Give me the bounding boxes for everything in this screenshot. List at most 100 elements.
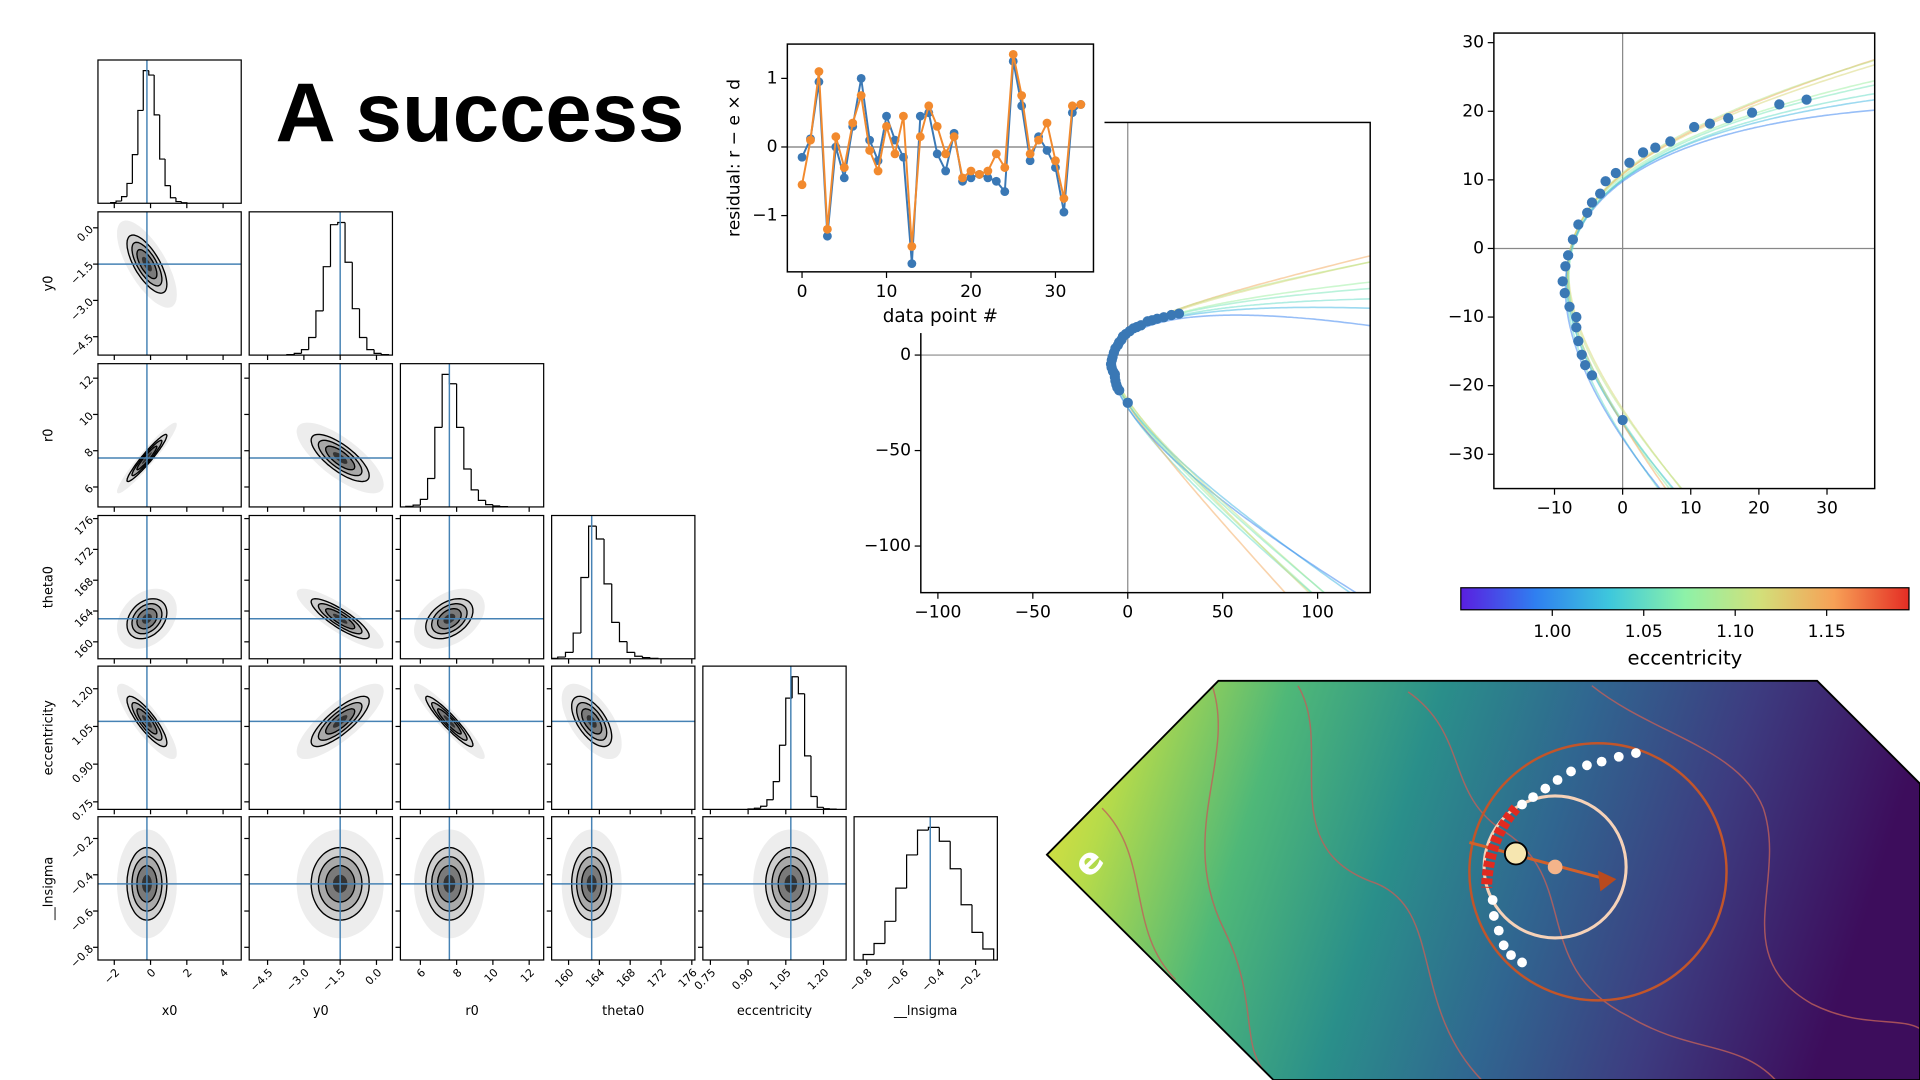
histogram-bin	[329, 224, 338, 267]
y-tick-label: −100	[864, 536, 911, 556]
x-tick-label: 0	[1617, 499, 1628, 519]
series-marker	[1025, 149, 1035, 159]
panel-frame	[399, 514, 545, 660]
histogram-bin	[175, 197, 182, 203]
histogram-bin	[564, 651, 574, 658]
contour	[1297, 685, 1483, 1080]
histogram-bin	[791, 676, 799, 699]
data-point	[1114, 385, 1125, 396]
series-marker	[1034, 135, 1043, 145]
histogram-bin	[766, 799, 774, 807]
histogram-bin	[358, 308, 367, 339]
data-point	[1595, 188, 1606, 199]
histogram-bin	[816, 796, 824, 808]
panel-content	[97, 211, 242, 356]
x-axis-label: data point #	[883, 306, 998, 327]
corner-panel: −4.5−3.0−1.50.0y0	[41, 211, 242, 360]
histogram-bin	[572, 632, 581, 653]
histogram-bin	[120, 196, 127, 202]
series-marker	[983, 166, 993, 176]
x-axis-label: y0	[313, 1004, 329, 1019]
y-axis-label: theta0	[41, 566, 56, 608]
map-contours	[1101, 685, 1920, 1080]
series-marker	[907, 242, 917, 251]
series-marker	[899, 111, 908, 121]
series-marker	[865, 135, 875, 145]
series-marker	[1076, 100, 1086, 109]
x-tick-label: 20	[1748, 499, 1770, 519]
y-tick-label: −50	[875, 441, 911, 461]
panel-frame	[97, 363, 242, 508]
data-point	[1600, 176, 1611, 187]
x-tick-label: 30	[1816, 499, 1838, 519]
panel-frame	[248, 211, 394, 356]
histogram-bin	[148, 70, 155, 76]
y-axis-label: y0	[41, 276, 56, 292]
y-axis-label: residual: r − e × d	[725, 79, 745, 237]
x-tick-label: −100	[914, 603, 961, 623]
x-axis-label: __lnsigma	[893, 1004, 957, 1019]
histogram-bin	[441, 373, 450, 428]
histogram-bin	[634, 652, 643, 657]
data-point	[1586, 197, 1598, 208]
y-tick-label: 10	[1462, 170, 1484, 190]
center-marker	[1503, 841, 1528, 866]
panel-content	[551, 666, 695, 810]
x-tick-label: 10	[876, 282, 898, 302]
x-tick-label: 1.05	[1625, 622, 1663, 642]
x-tick-label: 0	[1122, 603, 1133, 623]
series-marker	[822, 231, 832, 241]
panel-content	[286, 211, 390, 356]
histogram-bin	[785, 697, 793, 746]
series-marker	[991, 176, 1001, 186]
data-point	[1573, 219, 1584, 230]
histogram-bin	[895, 887, 907, 922]
track-dot	[1498, 940, 1509, 951]
orbit-plot: −10 0 10 20 30 −30 −20 −10 0 10 20 30	[1448, 32, 1876, 519]
histogram-bin	[300, 348, 309, 354]
x-tick-label: 10	[1680, 499, 1702, 519]
series-marker	[1067, 101, 1077, 111]
histogram-bin	[760, 805, 767, 809]
histogram-bin	[485, 500, 493, 506]
series-marker	[882, 111, 891, 121]
data-point	[1580, 359, 1591, 371]
x-tick-label: 30	[1045, 282, 1067, 302]
panel-frame	[248, 363, 394, 508]
data-point	[1637, 147, 1649, 158]
panel-content	[97, 816, 242, 960]
contour	[1101, 807, 1177, 981]
histogram-bin	[137, 109, 144, 155]
contour	[1204, 685, 1274, 1080]
y-axis-label: r0	[41, 429, 56, 442]
histogram-bin	[960, 868, 972, 906]
histogram-bin	[366, 337, 375, 351]
histogram-bin	[492, 504, 501, 507]
corner-panel	[244, 363, 394, 512]
panel-frame	[97, 514, 242, 660]
y-tick-label: 30	[1462, 33, 1484, 53]
track-dot	[1487, 895, 1498, 905]
focus-marker	[1547, 859, 1563, 875]
colorbar: 1.00 1.05 1.10 1.15 eccentricity	[1460, 587, 1910, 669]
y-tick-label: 0	[1473, 238, 1484, 258]
panel-content	[551, 816, 695, 960]
arrow-head	[1597, 870, 1617, 892]
series-marker	[797, 180, 807, 190]
panel-content	[862, 816, 995, 960]
series-marker	[924, 101, 934, 111]
series-marker	[831, 132, 841, 142]
histogram-bin	[772, 780, 780, 800]
series-marker	[1017, 91, 1027, 100]
series-marker	[839, 163, 849, 172]
histogram-bin	[778, 744, 786, 782]
series-marker	[797, 152, 807, 162]
corner-panel	[546, 665, 696, 815]
plot-area	[1493, 33, 1875, 489]
data-point	[1560, 261, 1571, 272]
